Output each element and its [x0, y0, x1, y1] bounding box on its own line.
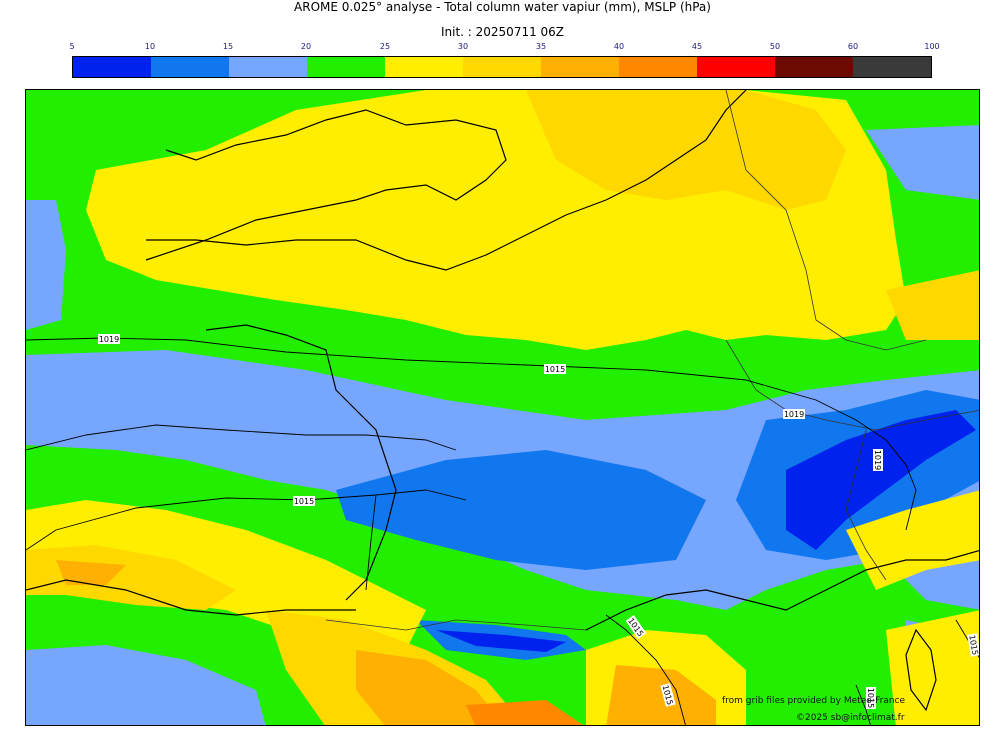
isobar — [605, 614, 686, 725]
colorbar-tick: 100 — [924, 42, 940, 51]
svg-text:1015: 1015 — [866, 688, 875, 708]
isobar — [26, 529, 57, 551]
colorbar-tick: 30 — [457, 42, 469, 51]
isobar — [26, 424, 457, 451]
vapour-zone-yellow — [846, 490, 979, 590]
colorbar-segment-3 — [229, 57, 307, 77]
vapour-zone-yellow — [886, 610, 979, 725]
isobar — [26, 337, 917, 531]
chart-title: AROME 0.025° analyse - Total column wate… — [294, 0, 711, 14]
vapour-zone-gold — [26, 545, 236, 610]
svg-text:1015: 1015 — [545, 365, 565, 374]
colorbar-tick: 25 — [379, 42, 391, 51]
country-border — [325, 619, 587, 631]
colorbar-segment-5 — [385, 57, 463, 77]
isobar — [855, 684, 871, 725]
vapour-zone-orange — [606, 665, 716, 725]
country-border — [845, 429, 887, 581]
colorbar-segment-11 — [853, 57, 931, 77]
colorbar-tick: 50 — [769, 42, 781, 51]
isobar-label: 1015 — [293, 496, 315, 506]
isobar-label: 1015 — [544, 364, 566, 374]
colorbar-segment-1 — [73, 57, 151, 77]
country-border — [725, 90, 927, 351]
svg-text:1019: 1019 — [873, 450, 882, 470]
svg-text:1015: 1015 — [294, 497, 314, 506]
colorbar-tick: 10 — [144, 42, 156, 51]
svg-text:1019: 1019 — [784, 410, 804, 419]
colorbar-segment-9 — [697, 57, 775, 77]
coastline — [585, 549, 979, 631]
init-time: Init. : 20250711 06Z — [440, 25, 565, 39]
colorbar-tick: 15 — [222, 42, 234, 51]
map-canvas: 1019 1015 1019 1019 1015 1015 1015 1015 — [26, 90, 979, 725]
colorbar-segment-2 — [151, 57, 229, 77]
vapour-zone-light-blue — [866, 125, 979, 200]
vapour-zone-orange — [56, 560, 126, 585]
vapour-zone-deep-blue — [786, 410, 976, 550]
colorbar-segment-7 — [541, 57, 619, 77]
isobar-label: 1019 — [98, 334, 120, 344]
vapour-zone-gold — [526, 90, 846, 210]
coastline — [26, 579, 356, 616]
data-source-credit: from grib files provided by Meteo-France — [722, 696, 906, 706]
colorbar-segment-8 — [619, 57, 697, 77]
svg-text:1019: 1019 — [99, 335, 119, 344]
svg-text:1015: 1015 — [967, 634, 979, 656]
colorbar — [72, 56, 932, 78]
isobar-label: 1015 — [866, 687, 876, 709]
vapour-zone-gold — [886, 270, 979, 340]
isobar-label: 1019 — [783, 409, 805, 419]
colorbar-tick: 20 — [300, 42, 312, 51]
isobar-label: 1019 — [873, 449, 883, 471]
weather-map: 1019 1015 1019 1019 1015 1015 1015 1015 — [25, 89, 980, 726]
colorbar-tick: 40 — [613, 42, 625, 51]
coastline — [145, 109, 507, 261]
colorbar-tick: 35 — [535, 42, 547, 51]
colorbar-segment-4 — [307, 57, 385, 77]
colorbar-tick: 5 — [69, 42, 75, 51]
vapour-zone-mid-blue — [336, 450, 706, 570]
vapour-zone-dark-orange — [466, 700, 584, 725]
colorbar-tick: 45 — [691, 42, 703, 51]
colorbar-tick: 60 — [847, 42, 859, 51]
coastline — [205, 324, 397, 601]
colorbar-segment-6 — [463, 57, 541, 77]
coastline-island — [905, 628, 937, 712]
copyright-credit: ©2025 sb@infoclimat.fr — [796, 713, 905, 723]
vapour-zone-light-blue — [26, 200, 66, 330]
country-border — [725, 339, 979, 431]
isobar-label: 1015 — [967, 633, 979, 657]
colorbar-segment-10 — [775, 57, 853, 77]
vapour-zone-deep-blue — [436, 630, 566, 652]
vapour-zone-light-blue — [26, 645, 266, 725]
isobar — [365, 494, 377, 591]
coastline — [146, 90, 747, 271]
